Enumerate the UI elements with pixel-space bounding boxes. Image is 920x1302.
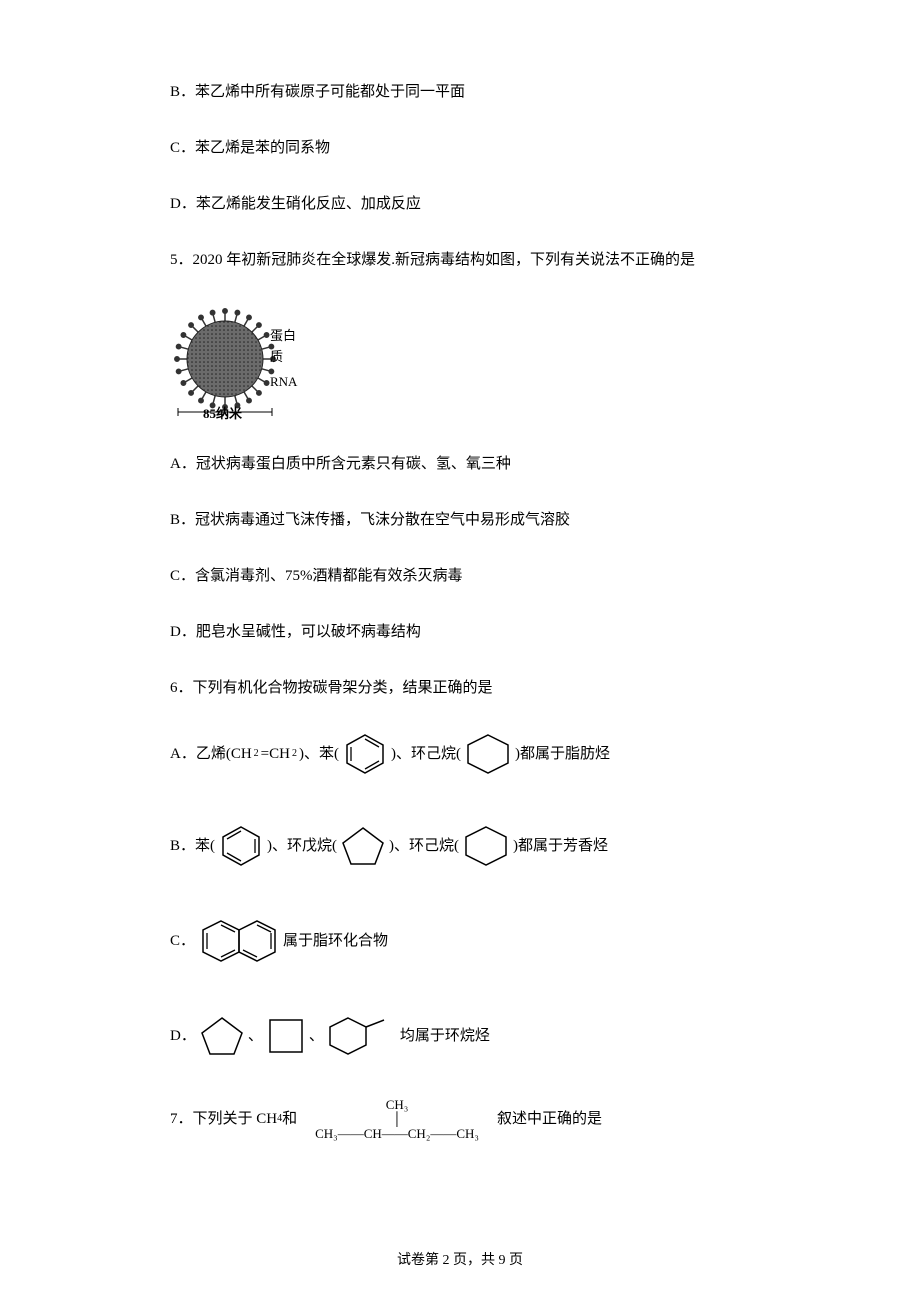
q6c-pre: C．	[170, 929, 195, 953]
q6a-mid2: )、苯(	[299, 742, 339, 766]
q6b-pre: B．苯(	[170, 834, 215, 858]
struct-top: CH₃	[386, 1097, 409, 1112]
size-label: 85纳米	[203, 404, 242, 425]
q6d-sep1: 、	[248, 1024, 263, 1048]
benzene-icon	[217, 824, 265, 868]
virus-figure: 蛋白质 RNA 85纳米	[170, 304, 300, 424]
q5-stem: 5．2020 年初新冠肺炎在全球爆发.新冠病毒结构如图，下列有关说法不正确的是	[170, 248, 750, 272]
cyclopentane-icon	[198, 1014, 246, 1058]
isopentane-structure: CH₃ │ CH₃——CH——CH₂——CH₃	[315, 1098, 479, 1141]
q6-stem-text: 6．下列有机化合物按碳骨架分类，结果正确的是	[170, 680, 493, 696]
q6a-sub1: 2	[254, 746, 259, 762]
benzene-icon	[341, 732, 389, 776]
q6d-tail: 均属于环烷烃	[400, 1024, 490, 1048]
q6b-mid1: )、环戊烷(	[267, 834, 337, 858]
q4-optc-text: C．苯乙烯是苯的同系物	[170, 140, 330, 156]
q7-mid: 和	[282, 1107, 297, 1131]
struct-bottom: CH₃——CH——CH₂——CH₃	[315, 1126, 479, 1141]
q6-option-b: B．苯( )、环戊烷( )、环己烷( )都属于芳香烃	[170, 824, 750, 868]
cyclopentane-icon	[339, 824, 387, 868]
q7-stem: 7．下列关于 CH4 和 CH₃ │ CH₃——CH——CH₂——CH₃ 叙述中…	[170, 1098, 750, 1141]
q5-optd-text: D．肥皂水呈碱性，可以破坏病毒结构	[170, 624, 421, 640]
q6-option-c: C． 属于脂环化合物	[170, 916, 750, 966]
q6c-tail: 属于脂环化合物	[283, 929, 388, 953]
q5-option-d: D．肥皂水呈碱性，可以破坏病毒结构	[170, 620, 750, 644]
q4-option-c: C．苯乙烯是苯的同系物	[170, 136, 750, 160]
q6a-mid3: )、环己烷(	[391, 742, 461, 766]
q5-option-a: A．冠状病毒蛋白质中所含元素只有碳、氢、氧三种	[170, 452, 750, 476]
q6-option-a: A．乙烯(CH2=CH2)、苯( )、环己烷( )都属于脂肪烃	[170, 732, 750, 776]
q4-optd-text: D．苯乙烯能发生硝化反应、加成反应	[170, 196, 421, 212]
q6a-pre: A．乙烯(CH	[170, 742, 252, 766]
q6a-sub2: 2	[292, 746, 297, 762]
struct-bond: │	[392, 1111, 401, 1126]
q5-option-b: B．冠状病毒通过飞沫传播，飞沫分散在空气中易形成气溶胶	[170, 508, 750, 532]
q5-option-c: C．含氯消毒剂、75%酒精都能有效杀灭病毒	[170, 564, 750, 588]
cyclohexane-icon	[461, 824, 511, 868]
rna-label: RNA	[270, 372, 297, 393]
q4-option-b: B．苯乙烯中所有碳原子可能都处于同一平面	[170, 80, 750, 104]
methylcyclohexane-icon	[326, 1014, 398, 1058]
q5-stem-text: 5．2020 年初新冠肺炎在全球爆发.新冠病毒结构如图，下列有关说法不正确的是	[170, 252, 695, 268]
q4-optb-text: B．苯乙烯中所有碳原子可能都处于同一平面	[170, 84, 465, 100]
page-footer: 试卷第 2 页，共 9 页	[0, 1250, 920, 1272]
q6a-mid1: =CH	[261, 742, 290, 766]
q6-option-d: D． 、 、 均属于环烷烃	[170, 1014, 750, 1058]
q6b-mid2: )、环己烷(	[389, 834, 459, 858]
q5-opta-text: A．冠状病毒蛋白质中所含元素只有碳、氢、氧三种	[170, 456, 511, 472]
q6-stem: 6．下列有机化合物按碳骨架分类，结果正确的是	[170, 676, 750, 700]
q6d-pre: D．	[170, 1024, 196, 1048]
q6d-sep2: 、	[309, 1024, 324, 1048]
q7-tail: 叙述中正确的是	[497, 1107, 602, 1131]
q6b-tail: )都属于芳香烃	[513, 834, 608, 858]
cyclohexane-icon	[463, 732, 513, 776]
q4-option-d: D．苯乙烯能发生硝化反应、加成反应	[170, 192, 750, 216]
protein-label: 蛋白质	[270, 326, 300, 368]
naphthalene-icon	[197, 916, 281, 966]
footer-text: 试卷第 2 页，共 9 页	[397, 1253, 523, 1268]
cyclobutane-icon	[265, 1015, 307, 1057]
q5-optb-text: B．冠状病毒通过飞沫传播，飞沫分散在空气中易形成气溶胶	[170, 512, 570, 528]
q6a-tail: )都属于脂肪烃	[515, 742, 610, 766]
q7-pre: 7．下列关于 CH	[170, 1107, 277, 1131]
q5-optc-text: C．含氯消毒剂、75%酒精都能有效杀灭病毒	[170, 568, 463, 584]
